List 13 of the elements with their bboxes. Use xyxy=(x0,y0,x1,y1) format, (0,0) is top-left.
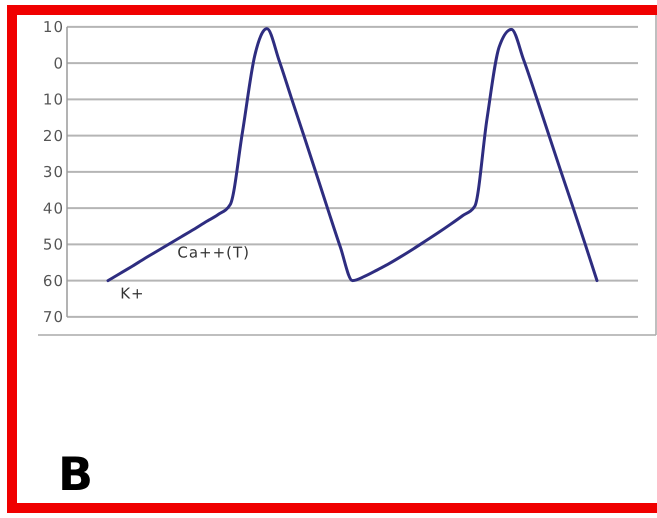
annotation: Ca++(T) xyxy=(177,244,250,262)
y-tick-label: 10 xyxy=(42,18,64,36)
y-tick-label: 10 xyxy=(42,90,64,109)
y-tick-label: 60 xyxy=(42,272,64,290)
y-tick-label: 70 xyxy=(42,308,64,326)
y-tick-label: 30 xyxy=(42,163,64,182)
y-tick-label: 50 xyxy=(42,236,64,254)
line-series xyxy=(106,27,598,282)
y-tick-label: 20 xyxy=(42,126,64,145)
annotation: K+ xyxy=(120,284,145,303)
text: B xyxy=(58,447,94,501)
y-tick-label: 40 xyxy=(42,199,64,218)
y-tick-label: 0 xyxy=(53,54,64,72)
